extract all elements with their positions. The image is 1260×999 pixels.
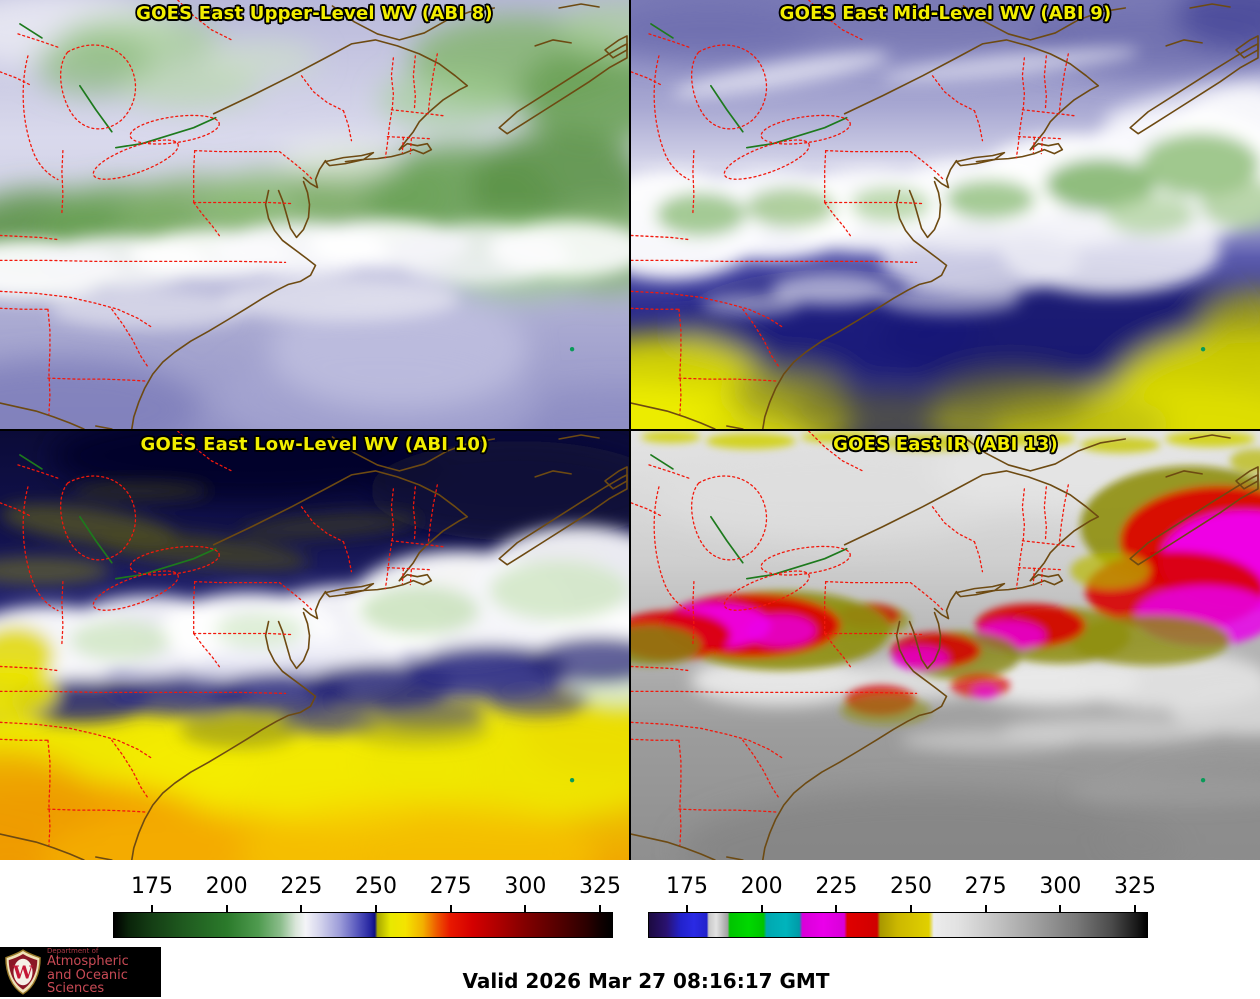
logo-text: Department of Atmospheric and Oceanic Sc… [47,946,161,997]
colorbar-tick-label: 225 [280,874,323,899]
colorbar-tick-label: 175 [666,874,708,899]
panel-grid: GOES East Upper-Level WV (ABI 8) [0,0,1260,860]
colorbar-tick-mark [1134,905,1136,912]
colorbar-tick-mark [449,905,452,912]
abi9-satellite-field [631,0,1260,429]
colorbar-tick-mark [835,905,838,912]
panel-abi9-mid-wv: GOES East Mid-Level WV (ABI 9) [631,0,1260,429]
wv-colorbar-group: 175 200 225 250 275 300 325 [113,860,621,960]
uw-aos-logo: W Department of Atmospheric and Oceanic … [0,947,161,997]
panel-abi8-upper-wv: GOES East Upper-Level WV (ABI 8) [0,0,629,429]
colorbar-tick-label: 325 [1114,874,1156,899]
colorbar-tick-label: 175 [131,874,173,899]
ir-colorbar-group: 175 200 225 250 275 300 325 [648,860,1156,960]
colorbar-tick-mark [686,905,688,912]
colorbar-tick-mark [760,905,763,912]
uw-crest-icon: W [5,949,41,995]
colorbar-tick-label: 300 [504,874,547,899]
panel-abi13-ir: GOES East IR (ABI 13) [631,431,1260,860]
abi10-satellite-field [0,431,629,860]
colorbar-tick-mark [375,905,377,912]
logo-line2: and Oceanic Sciences [47,967,128,997]
colorbar-tick-mark [524,905,527,912]
colorbar-tick-mark [984,905,987,912]
colorbar-tick-label: 275 [429,874,472,899]
colorbar-tick-label: 325 [579,874,621,899]
colorbar-tick-label: 300 [1039,874,1082,899]
colorbar-tick-mark [599,905,601,912]
colorbar-tick-mark [1059,905,1062,912]
ir-colorbar [648,912,1148,938]
colorbar-tick-label: 275 [964,874,1007,899]
colorbar-tick-label: 250 [890,874,932,899]
colorbar-tick-label: 225 [815,874,858,899]
wv-colorbar [113,912,613,938]
panel-abi10-low-wv: GOES East Low-Level WV (ABI 10) [0,431,629,860]
colorbar-tick-mark [151,905,153,912]
logo-line1: Atmospheric [47,954,129,970]
colorbar-tick-label: 250 [355,874,397,899]
colorbar-tick-mark [910,905,912,912]
logo-dept-line: Department of [47,946,99,955]
colorbar-tick-label: 200 [740,874,783,899]
abi13-satellite-field [631,431,1260,860]
valid-timestamp: Valid 2026 Mar 27 08:16:17 GMT [462,969,830,993]
abi8-satellite-field [0,0,629,429]
svg-text:W: W [12,963,34,984]
colorbar-tick-mark [225,905,228,912]
colorbar-tick-mark [300,905,303,912]
colorbar-tick-label: 200 [205,874,248,899]
colorbar-strip: 175 200 225 250 275 300 325 175 200 225 … [0,860,1260,999]
